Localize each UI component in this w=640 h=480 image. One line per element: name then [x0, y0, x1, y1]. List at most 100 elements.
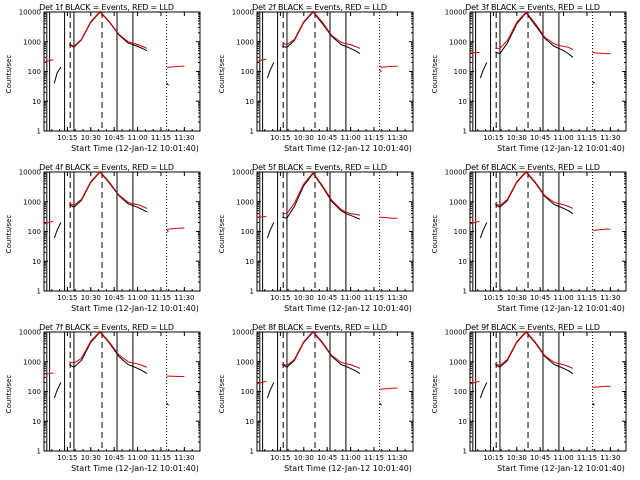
- series-line-events: [266, 11, 382, 79]
- y-tick-label: 10: [32, 98, 41, 106]
- x-tick-label: 10:30: [294, 134, 314, 142]
- y-tick-label: 1000: [236, 38, 254, 46]
- chart-title: Det 9f BLACK = Events, RED = LLD: [465, 323, 600, 332]
- chart-title: Det 2f BLACK = Events, RED = LLD: [252, 3, 387, 12]
- y-tick-label: 100: [454, 68, 467, 76]
- plot-frame: [43, 171, 201, 292]
- x-tick-label: 11:30: [600, 294, 620, 302]
- x-tick-label: 10:15: [270, 294, 290, 302]
- x-tick-label: 11:00: [127, 294, 147, 302]
- y-tick-label: 100: [241, 388, 254, 396]
- y-tick-label: 100: [241, 68, 254, 76]
- series-line-events: [53, 171, 169, 239]
- x-axis-label: Start Time (12-Jan-12 10:01:40): [284, 304, 412, 313]
- plot-frame: [43, 331, 201, 452]
- y-tick-label: 10: [458, 98, 467, 106]
- series-line-events: [53, 331, 169, 406]
- y-tick-label: 10000: [445, 9, 467, 17]
- chart-title: Det 3f BLACK = Events, RED = LLD: [465, 3, 600, 12]
- x-tick-label: 10:30: [294, 454, 314, 462]
- y-tick-label: 1: [463, 288, 467, 296]
- y-tick-label: 1: [37, 288, 41, 296]
- x-tick-label: 11:30: [174, 134, 194, 142]
- y-tick-label: 1: [463, 448, 467, 456]
- x-tick-label: 10:45: [317, 294, 337, 302]
- x-axis-label: Start Time (12-Jan-12 10:01:40): [497, 464, 625, 473]
- y-axis-label: Counts/sec: [5, 54, 13, 94]
- chart-panel-det-3: 1 10 100 1000 10000 10:15 10:30 10:45 11:00 11:15…: [426, 0, 639, 160]
- x-tick-label: 10:15: [57, 134, 77, 142]
- x-tick-label: 10:45: [104, 294, 124, 302]
- y-tick-label: 100: [454, 228, 467, 236]
- x-tick-label: 10:30: [507, 454, 527, 462]
- y-tick-label: 100: [454, 388, 467, 396]
- x-axis-label: Start Time (12-Jan-12 10:01:40): [497, 304, 625, 313]
- chart-title: Det 1f BLACK = Events, RED = LLD: [39, 3, 174, 12]
- x-tick-label: 10:45: [530, 134, 550, 142]
- x-axis-label: Start Time (12-Jan-12 10:01:40): [284, 464, 412, 473]
- series-line-events: [53, 11, 169, 86]
- y-tick-label: 10: [32, 258, 41, 266]
- chart-panel-det-4: 1 10 100 1000 10000 10:15 10:30 10:45 11:00 11:15…: [0, 160, 213, 320]
- y-tick-label: 1000: [449, 38, 467, 46]
- y-axis-label: Counts/sec: [5, 214, 13, 254]
- y-axis-label: Counts/sec: [218, 214, 226, 254]
- y-tick-label: 1000: [449, 198, 467, 206]
- x-tick-label: 11:15: [151, 454, 171, 462]
- x-tick-label: 11:30: [387, 134, 407, 142]
- chart-svg: 1 10 100 1000 10000 10:15 10:30 10:45 11:00 11:15…: [445, 329, 627, 462]
- chart-title: Det 5f BLACK = Events, RED = LLD: [252, 163, 387, 172]
- chart-svg: 1 10 100 1000 10000 10:15 10:30 10:45 11:00 11:15…: [232, 169, 414, 302]
- x-tick-label: 10:15: [270, 134, 290, 142]
- y-tick-label: 1000: [23, 38, 41, 46]
- x-tick-label: 11:15: [577, 454, 597, 462]
- plot-frame: [469, 331, 627, 452]
- y-tick-label: 10: [245, 98, 254, 106]
- x-tick-label: 10:30: [507, 134, 527, 142]
- y-tick-label: 1: [250, 448, 254, 456]
- chart-svg: 1 10 100 1000 10000 10:15 10:30 10:45 11:00 11:15…: [19, 169, 201, 302]
- x-tick-label: 11:00: [340, 294, 360, 302]
- y-tick-label: 10000: [232, 9, 254, 17]
- y-axis-label: Counts/sec: [431, 54, 439, 94]
- y-tick-label: 10: [458, 258, 467, 266]
- x-axis-label: Start Time (12-Jan-12 10:01:40): [71, 464, 199, 473]
- x-tick-label: 10:30: [81, 134, 101, 142]
- x-tick-label: 10:15: [57, 454, 77, 462]
- x-tick-label: 11:30: [600, 134, 620, 142]
- plot-frame: [469, 171, 627, 292]
- y-tick-label: 10000: [19, 9, 41, 17]
- x-tick-label: 10:45: [530, 454, 550, 462]
- y-tick-label: 10000: [19, 329, 41, 337]
- chart-svg: 1 10 100 1000 10000 10:15 10:30 10:45 11:00 11:15…: [19, 329, 201, 462]
- x-tick-label: 10:30: [81, 454, 101, 462]
- chart-svg: 1 10 100 1000 10000 10:15 10:30 10:45 11:00 11:15…: [445, 169, 627, 302]
- chart-title: Det 8f BLACK = Events, RED = LLD: [252, 323, 387, 332]
- y-tick-label: 10000: [445, 329, 467, 337]
- series-line-lld: [256, 171, 398, 219]
- y-axis-label: Counts/sec: [431, 374, 439, 414]
- chart-title: Det 4f BLACK = Events, RED = LLD: [39, 163, 174, 172]
- y-tick-label: 1: [250, 128, 254, 136]
- y-axis-label: Counts/sec: [431, 214, 439, 254]
- x-tick-label: 10:45: [104, 134, 124, 142]
- y-tick-label: 10: [32, 418, 41, 426]
- x-tick-label: 11:30: [174, 294, 194, 302]
- x-tick-label: 11:00: [553, 454, 573, 462]
- x-tick-label: 11:00: [127, 134, 147, 142]
- series-line-lld: [43, 10, 185, 68]
- y-tick-label: 1000: [23, 198, 41, 206]
- series-line-lld: [256, 330, 398, 390]
- x-tick-label: 11:30: [387, 294, 407, 302]
- y-axis-label: Counts/sec: [5, 374, 13, 414]
- x-tick-label: 11:15: [364, 294, 384, 302]
- x-tick-label: 10:15: [57, 294, 77, 302]
- x-axis-label: Start Time (12-Jan-12 10:01:40): [284, 144, 412, 153]
- x-tick-label: 11:30: [600, 454, 620, 462]
- y-tick-label: 10: [245, 258, 254, 266]
- chart-svg: 1 10 100 1000 10000 10:15 10:30 10:45 11:00 11:15…: [19, 9, 201, 142]
- chart-panel-det-5: 1 10 100 1000 10000 10:15 10:30 10:45 11:00 11:15…: [213, 160, 426, 320]
- x-tick-label: 11:15: [151, 294, 171, 302]
- chart-panel-det-7: 1 10 100 1000 10000 10:15 10:30 10:45 11:00 11:15…: [0, 320, 213, 480]
